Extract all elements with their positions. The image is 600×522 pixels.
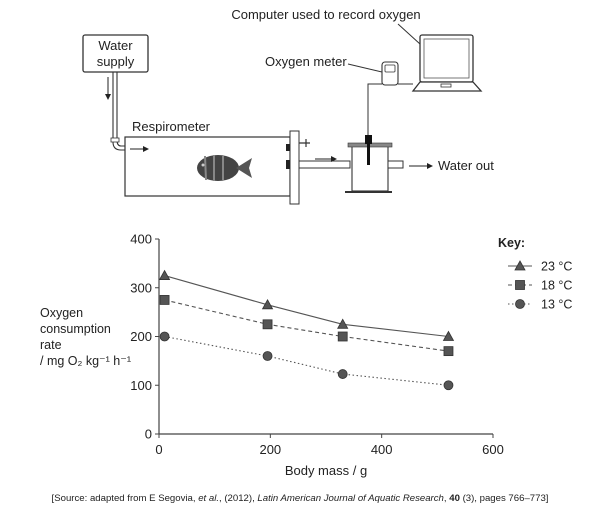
legend-marker [514, 260, 526, 271]
y-tick-label: 100 [130, 378, 152, 393]
data-point [337, 331, 348, 342]
x-tick-label: 0 [155, 442, 162, 457]
y-axis-label: Oxygen consumption rate / mg O₂ kg⁻¹ h⁻¹ [40, 306, 131, 368]
data-point [159, 331, 170, 342]
x-tick-label: 400 [371, 442, 393, 457]
source-citation: [Source: adapted from E Segovia, et al.,… [51, 493, 549, 504]
data-point [262, 319, 273, 330]
data-point [443, 346, 454, 357]
oxygen-chamber [345, 135, 404, 193]
oxygen-meter-icon [381, 61, 399, 86]
legend-label: 18 °C [541, 279, 572, 293]
water-out-label: Water out [438, 158, 494, 173]
svg-text:Water: Water [98, 38, 133, 53]
respirometer-apparatus-diagram: Computer used to record oxygen Water sup… [82, 7, 494, 205]
series-line [164, 275, 449, 338]
fish-icon [197, 155, 252, 181]
y-tick-label: 300 [130, 280, 152, 295]
data-point [159, 295, 170, 305]
data-point [262, 351, 273, 361]
legend-marker [515, 299, 525, 309]
series-circle [159, 331, 454, 391]
laptop-icon [411, 34, 483, 92]
x-tick-label: 600 [482, 442, 504, 457]
x-tick-label: 200 [259, 442, 281, 457]
series-line [164, 335, 449, 386]
data-point [443, 380, 454, 391]
y-tick-label: 0 [145, 427, 152, 442]
y-tick-label: 400 [130, 232, 152, 247]
respirometer-label: Respirometer [132, 119, 211, 134]
series-triangle [158, 269, 455, 341]
data-point [261, 298, 274, 310]
oxygen-consumption-chart: 0 100 200 300 400 0 200 400 600 Body mass / g 23… [130, 232, 572, 479]
legend-marker [515, 280, 525, 290]
series-square [159, 295, 454, 357]
x-axis-label: Body mass / g [285, 463, 367, 478]
y-tick-label: 200 [130, 329, 152, 344]
data-point [337, 369, 348, 379]
svg-text:supply: supply [97, 54, 135, 69]
computer-label: Computer used to record oxygen [231, 7, 420, 22]
water-supply-box: Water supply [82, 34, 149, 73]
data-point [442, 330, 455, 341]
legend-label: 23 °C [541, 260, 572, 274]
data-point [337, 318, 349, 329]
data-point [158, 269, 171, 280]
series-line [164, 299, 449, 352]
legend-title: Key: [498, 236, 526, 250]
legend-label: 13 °C [541, 298, 572, 312]
oxygen-meter-label: Oxygen meter [265, 54, 347, 69]
